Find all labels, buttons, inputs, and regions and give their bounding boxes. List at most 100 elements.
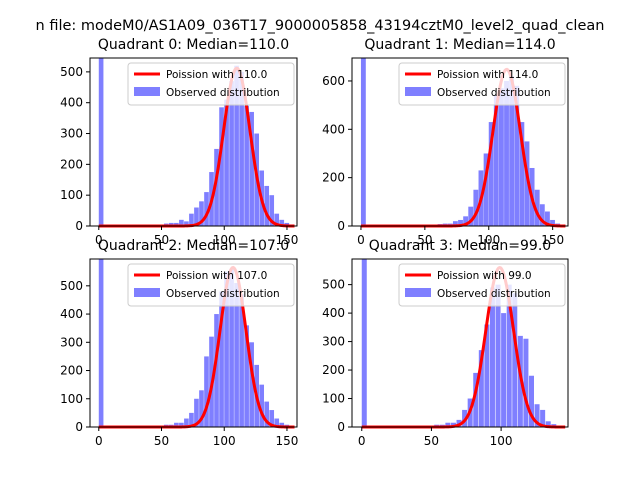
x-tick-label: 50 bbox=[154, 434, 169, 448]
histogram-bar bbox=[524, 141, 530, 226]
x-tick-label: 50 bbox=[417, 233, 432, 247]
legend-label: Poission with 110.0 bbox=[166, 69, 267, 81]
y-tick-label: 0 bbox=[75, 420, 83, 434]
x-tick-label: 0 bbox=[95, 233, 103, 247]
x-tick-label: 150 bbox=[541, 233, 564, 247]
histogram-bar bbox=[483, 153, 489, 226]
legend-patch-swatch bbox=[405, 288, 431, 297]
axes-frame bbox=[351, 258, 569, 428]
histogram-bar bbox=[445, 422, 451, 427]
legend-patch-swatch bbox=[134, 87, 160, 96]
histogram-bar bbox=[506, 284, 512, 427]
histogram-bar bbox=[534, 189, 540, 226]
y-tick-label: 300 bbox=[322, 335, 345, 349]
legend-label: Poission with 107.0 bbox=[166, 270, 267, 282]
subplot-3: 0 50 100 0 100 200 300 400 500 Quadrant 3: Median… bbox=[322, 238, 569, 448]
histogram-bar bbox=[361, 259, 367, 427]
histogram-bar bbox=[214, 314, 219, 427]
x-tick-label: 100 bbox=[213, 233, 236, 247]
y-tick-label: 500 bbox=[60, 279, 83, 293]
histogram-bar bbox=[174, 422, 179, 427]
axes-frame bbox=[89, 57, 298, 227]
histogram-bar bbox=[523, 338, 529, 427]
histogram-bar bbox=[204, 356, 209, 427]
histogram-bar bbox=[174, 222, 179, 226]
y-tick-label: 0 bbox=[337, 219, 345, 233]
histogram-bar bbox=[264, 401, 270, 427]
y-tick-label: 500 bbox=[322, 278, 345, 292]
histogram-bar bbox=[528, 375, 534, 427]
histogram-bar bbox=[234, 65, 239, 226]
histogram-bar bbox=[509, 76, 515, 227]
x-tick-label: 150 bbox=[276, 233, 299, 247]
legend: Poission with 107.0 Observed distribution bbox=[127, 263, 295, 307]
y-tick-label: 0 bbox=[337, 420, 345, 434]
histogram-bar bbox=[244, 105, 249, 226]
histogram-bar bbox=[234, 283, 239, 427]
histogram-bar bbox=[194, 207, 199, 226]
histogram-bar bbox=[550, 219, 555, 226]
legend: Poission with 110.0 Observed distribution bbox=[127, 62, 295, 106]
x-tick-label: 100 bbox=[477, 233, 500, 247]
y-tick-label: 200 bbox=[322, 363, 345, 377]
y-tick-label: 300 bbox=[60, 127, 83, 141]
x-tick-label: 100 bbox=[490, 434, 513, 448]
y-tick-label: 300 bbox=[60, 335, 83, 349]
x-tick-label: 50 bbox=[154, 233, 169, 247]
histogram-bar bbox=[239, 71, 244, 227]
y-tick-label: 400 bbox=[322, 306, 345, 320]
subplot-title: Quadrant 0: Median=110.0 bbox=[98, 37, 289, 53]
histogram-bar bbox=[194, 398, 199, 427]
histogram-bar bbox=[450, 422, 456, 427]
legend-patch-swatch bbox=[405, 87, 431, 96]
histogram-bar bbox=[274, 213, 280, 226]
subplot-title: Quadrant 3: Median=99.0 bbox=[369, 238, 551, 254]
histogram-bar bbox=[468, 206, 474, 226]
subplot-title: Quadrant 2: Median=107.0 bbox=[98, 238, 289, 254]
legend-box bbox=[398, 263, 566, 307]
histogram-bar bbox=[274, 418, 280, 427]
subplot-title: Quadrant 1: Median=114.0 bbox=[364, 37, 555, 53]
histogram-bar bbox=[473, 372, 479, 427]
histogram-bar bbox=[519, 122, 525, 226]
y-tick-label: 400 bbox=[60, 96, 83, 110]
histogram-bar bbox=[189, 213, 194, 226]
legend: Poission with 99.0 Observed distribution bbox=[398, 263, 566, 307]
legend-box bbox=[127, 62, 295, 106]
legend-label: Observed distribution bbox=[437, 87, 551, 99]
x-tick-label: 100 bbox=[213, 434, 236, 448]
histogram-bar bbox=[279, 422, 285, 427]
y-tick-label: 100 bbox=[60, 392, 83, 406]
subplot-1: 0 50 100 150 0 200 400 600 Quadrant 1: Median=11… bbox=[322, 37, 569, 247]
histogram-bar bbox=[493, 95, 499, 227]
histogram-bar bbox=[504, 80, 509, 227]
histogram-bar bbox=[545, 421, 551, 427]
histogram-bar bbox=[269, 195, 275, 226]
histogram-bar bbox=[229, 81, 234, 226]
legend-label: Poission with 99.0 bbox=[437, 270, 532, 282]
y-tick-label: 200 bbox=[60, 364, 83, 378]
histogram-bar bbox=[463, 216, 469, 226]
histogram-bar bbox=[229, 268, 234, 427]
histogram-bar bbox=[512, 293, 518, 427]
histogram-bar bbox=[264, 185, 270, 226]
histogram-bar bbox=[269, 410, 275, 427]
x-tick-label: 150 bbox=[276, 434, 299, 448]
histogram-bar bbox=[244, 325, 249, 427]
histogram-bar bbox=[360, 58, 366, 226]
legend-box bbox=[127, 263, 295, 307]
histogram-bar bbox=[484, 324, 490, 427]
histogram-bar bbox=[539, 204, 545, 226]
x-tick-label: 50 bbox=[424, 434, 439, 448]
axes-frame bbox=[351, 57, 569, 227]
y-tick-label: 200 bbox=[322, 171, 345, 185]
histogram-bar bbox=[184, 418, 189, 427]
histogram-bar bbox=[204, 192, 209, 226]
legend-patch-swatch bbox=[134, 288, 160, 297]
legend: Poission with 114.0 Observed distribution bbox=[398, 62, 566, 106]
histogram-bar bbox=[540, 409, 546, 427]
histogram-bar bbox=[219, 291, 224, 427]
histogram-bar bbox=[279, 219, 285, 226]
x-tick-label: 0 bbox=[357, 233, 365, 247]
